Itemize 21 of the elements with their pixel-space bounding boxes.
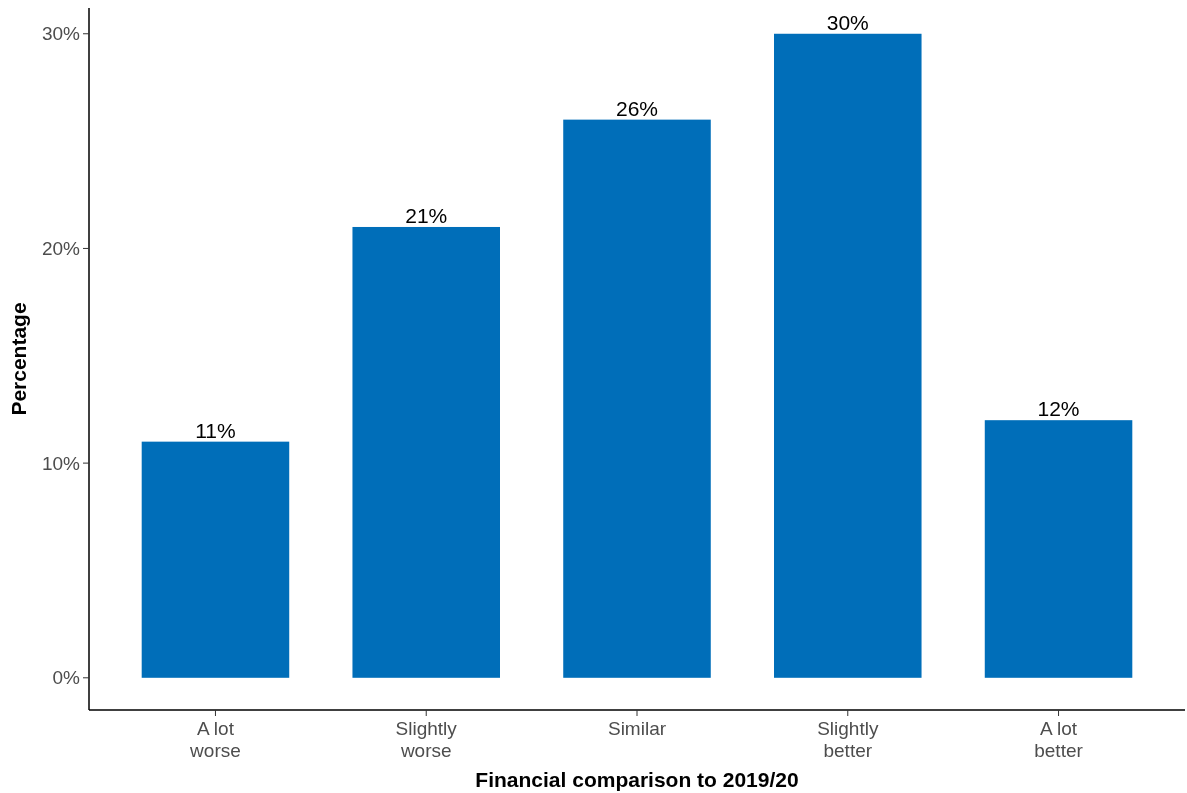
x-tick-label: A lot worse [189, 718, 241, 761]
bar [141, 441, 290, 678]
y-axis-title: Percentage [7, 302, 30, 416]
data-label: 26% [615, 96, 659, 120]
data-label: 12% [1037, 397, 1080, 421]
data-label: 11% [195, 418, 236, 442]
y-tick-label: 10% [41, 452, 81, 474]
data-label: 30% [826, 10, 869, 34]
bar [984, 420, 1133, 678]
bar [774, 33, 922, 678]
x-tick-label: Similar [607, 718, 667, 739]
x-tick-label: Slightly better [817, 718, 879, 761]
x-axis-title: Financial comparison to 2019/20 [475, 768, 799, 791]
y-tick-label: 20% [41, 238, 81, 260]
y-tick-label: 30% [41, 23, 81, 45]
y-tick-label: 0% [52, 667, 81, 689]
x-tick-label: A lot better [1034, 718, 1084, 761]
bar [563, 119, 711, 678]
x-tick-label: Slightly worse [395, 718, 458, 761]
data-label: 21% [405, 203, 448, 227]
bar [352, 226, 500, 678]
